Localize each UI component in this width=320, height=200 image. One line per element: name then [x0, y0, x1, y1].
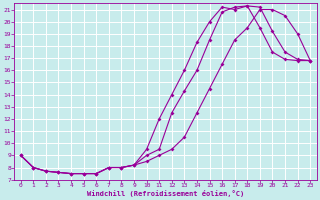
X-axis label: Windchill (Refroidissement éolien,°C): Windchill (Refroidissement éolien,°C)	[87, 190, 244, 197]
